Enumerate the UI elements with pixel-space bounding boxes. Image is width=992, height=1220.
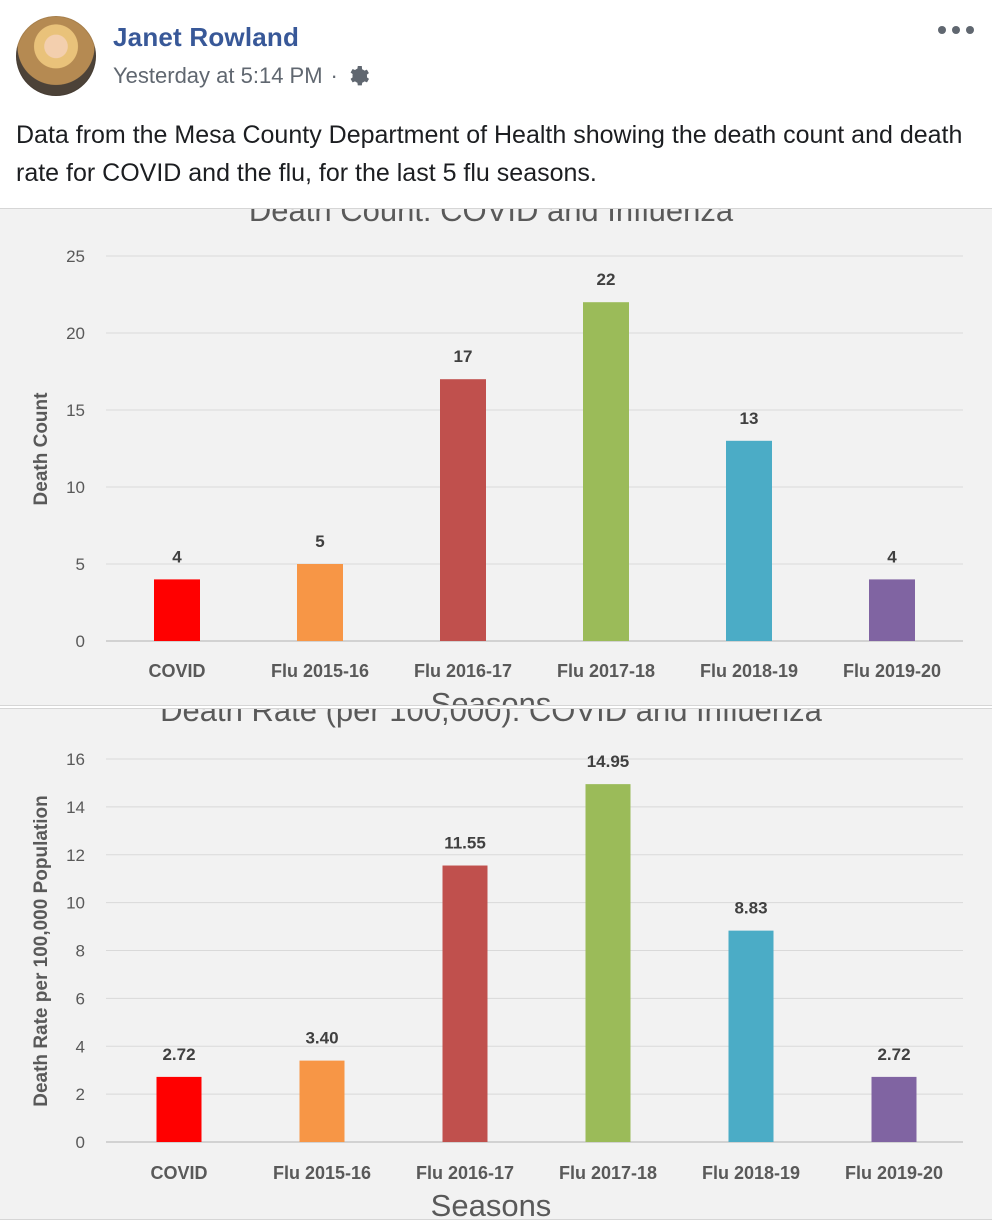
- y-axis-label: Death Rate per 100,000 Population: [31, 795, 52, 1107]
- death-rate-chart: Death Rate (per 100,000): COVID and Infl…: [31, 709, 963, 1219]
- y-tick-label: 8: [76, 942, 85, 961]
- data-label: 17: [454, 347, 473, 366]
- death-rate-chart-panel: Death Rate (per 100,000): COVID and Infl…: [0, 708, 992, 1220]
- x-tick-label: Flu 2015-16: [271, 661, 369, 681]
- y-tick-label: 4: [76, 1037, 85, 1056]
- post-header: Janet Rowland Yesterday at 5:14 PM ·: [0, 0, 992, 110]
- y-tick-label: 14: [66, 798, 85, 817]
- x-tick-label: Flu 2015-16: [273, 1163, 371, 1183]
- meta-separator: ·: [330, 63, 338, 88]
- bar-flu-2015-16: [297, 564, 343, 641]
- bar-covid: [154, 579, 200, 641]
- data-label: 13: [740, 409, 759, 428]
- y-tick-label: 0: [76, 632, 85, 651]
- data-label: 2.72: [877, 1045, 910, 1064]
- data-label: 2.72: [162, 1045, 195, 1064]
- y-tick-label: 10: [66, 894, 85, 913]
- x-tick-label: Flu 2016-17: [414, 661, 512, 681]
- y-tick-label: 6: [76, 989, 85, 1008]
- data-label: 3.40: [305, 1029, 338, 1048]
- x-tick-label: Flu 2017-18: [557, 661, 655, 681]
- data-label: 4: [887, 547, 897, 566]
- y-tick-label: 25: [66, 247, 85, 266]
- chart-title: Death Count: COVID and Influenza: [249, 209, 734, 228]
- bar-flu-2018-19: [728, 930, 774, 1142]
- y-tick-label: 5: [76, 555, 85, 574]
- data-label: 5: [315, 532, 324, 551]
- x-tick-label: Flu 2016-17: [416, 1163, 514, 1183]
- x-tick-label: Flu 2019-20: [845, 1163, 943, 1183]
- bar-flu-2019-20: [871, 1076, 917, 1142]
- death-count-chart-panel: Death Count: COVID and Influenza 0 5 10 15 20…: [0, 208, 992, 706]
- y-tick-label: 0: [76, 1133, 85, 1152]
- x-tick-label: Flu 2018-19: [702, 1163, 800, 1183]
- data-label: 14.95: [587, 752, 630, 771]
- bar-flu-2018-19: [726, 440, 772, 641]
- data-label: 22: [597, 270, 616, 289]
- y-axis-label: Death Count: [31, 392, 52, 506]
- y-tick-label: 12: [66, 846, 85, 865]
- bar-flu-2019-20: [869, 579, 915, 641]
- bar-flu-2017-18: [585, 784, 631, 1142]
- bar-flu-2016-17: [440, 379, 486, 641]
- bar-covid: [156, 1076, 202, 1142]
- x-tick-label: Flu 2019-20: [843, 661, 941, 681]
- bar-flu-2015-16: [299, 1060, 345, 1142]
- x-tick-label: Flu 2017-18: [559, 1163, 657, 1183]
- y-tick-label: 20: [66, 324, 85, 343]
- x-axis-label: Seasons: [431, 686, 552, 705]
- post-meta: Yesterday at 5:14 PM ·: [113, 63, 370, 89]
- data-label: 11.55: [444, 834, 486, 853]
- bar-flu-2017-18: [583, 302, 629, 641]
- chart-title: Death Rate (per 100,000): COVID and Infl…: [160, 709, 822, 728]
- gear-icon[interactable]: [346, 64, 370, 88]
- bar-flu-2016-17: [442, 865, 488, 1142]
- data-label: 4: [172, 547, 182, 566]
- death-count-chart: Death Count: COVID and Influenza 0 5 10 15 20…: [31, 209, 963, 705]
- y-tick-label: 2: [76, 1085, 85, 1104]
- post-timestamp-link[interactable]: Yesterday at 5:14 PM: [113, 63, 323, 88]
- y-tick-label: 16: [66, 750, 85, 769]
- author-name-link[interactable]: Janet Rowland: [113, 22, 300, 52]
- post-body-text: Data from the Mesa County Department of …: [16, 121, 963, 187]
- y-tick-label: 10: [66, 478, 85, 497]
- data-label: 8.83: [734, 899, 767, 918]
- x-axis-label: Seasons: [431, 1188, 552, 1219]
- author-avatar[interactable]: [16, 16, 96, 96]
- more-options-icon[interactable]: [938, 20, 974, 40]
- x-tick-label: COVID: [148, 661, 205, 681]
- x-tick-label: Flu 2018-19: [700, 661, 798, 681]
- x-tick-label: COVID: [150, 1163, 207, 1183]
- y-tick-label: 15: [66, 401, 85, 420]
